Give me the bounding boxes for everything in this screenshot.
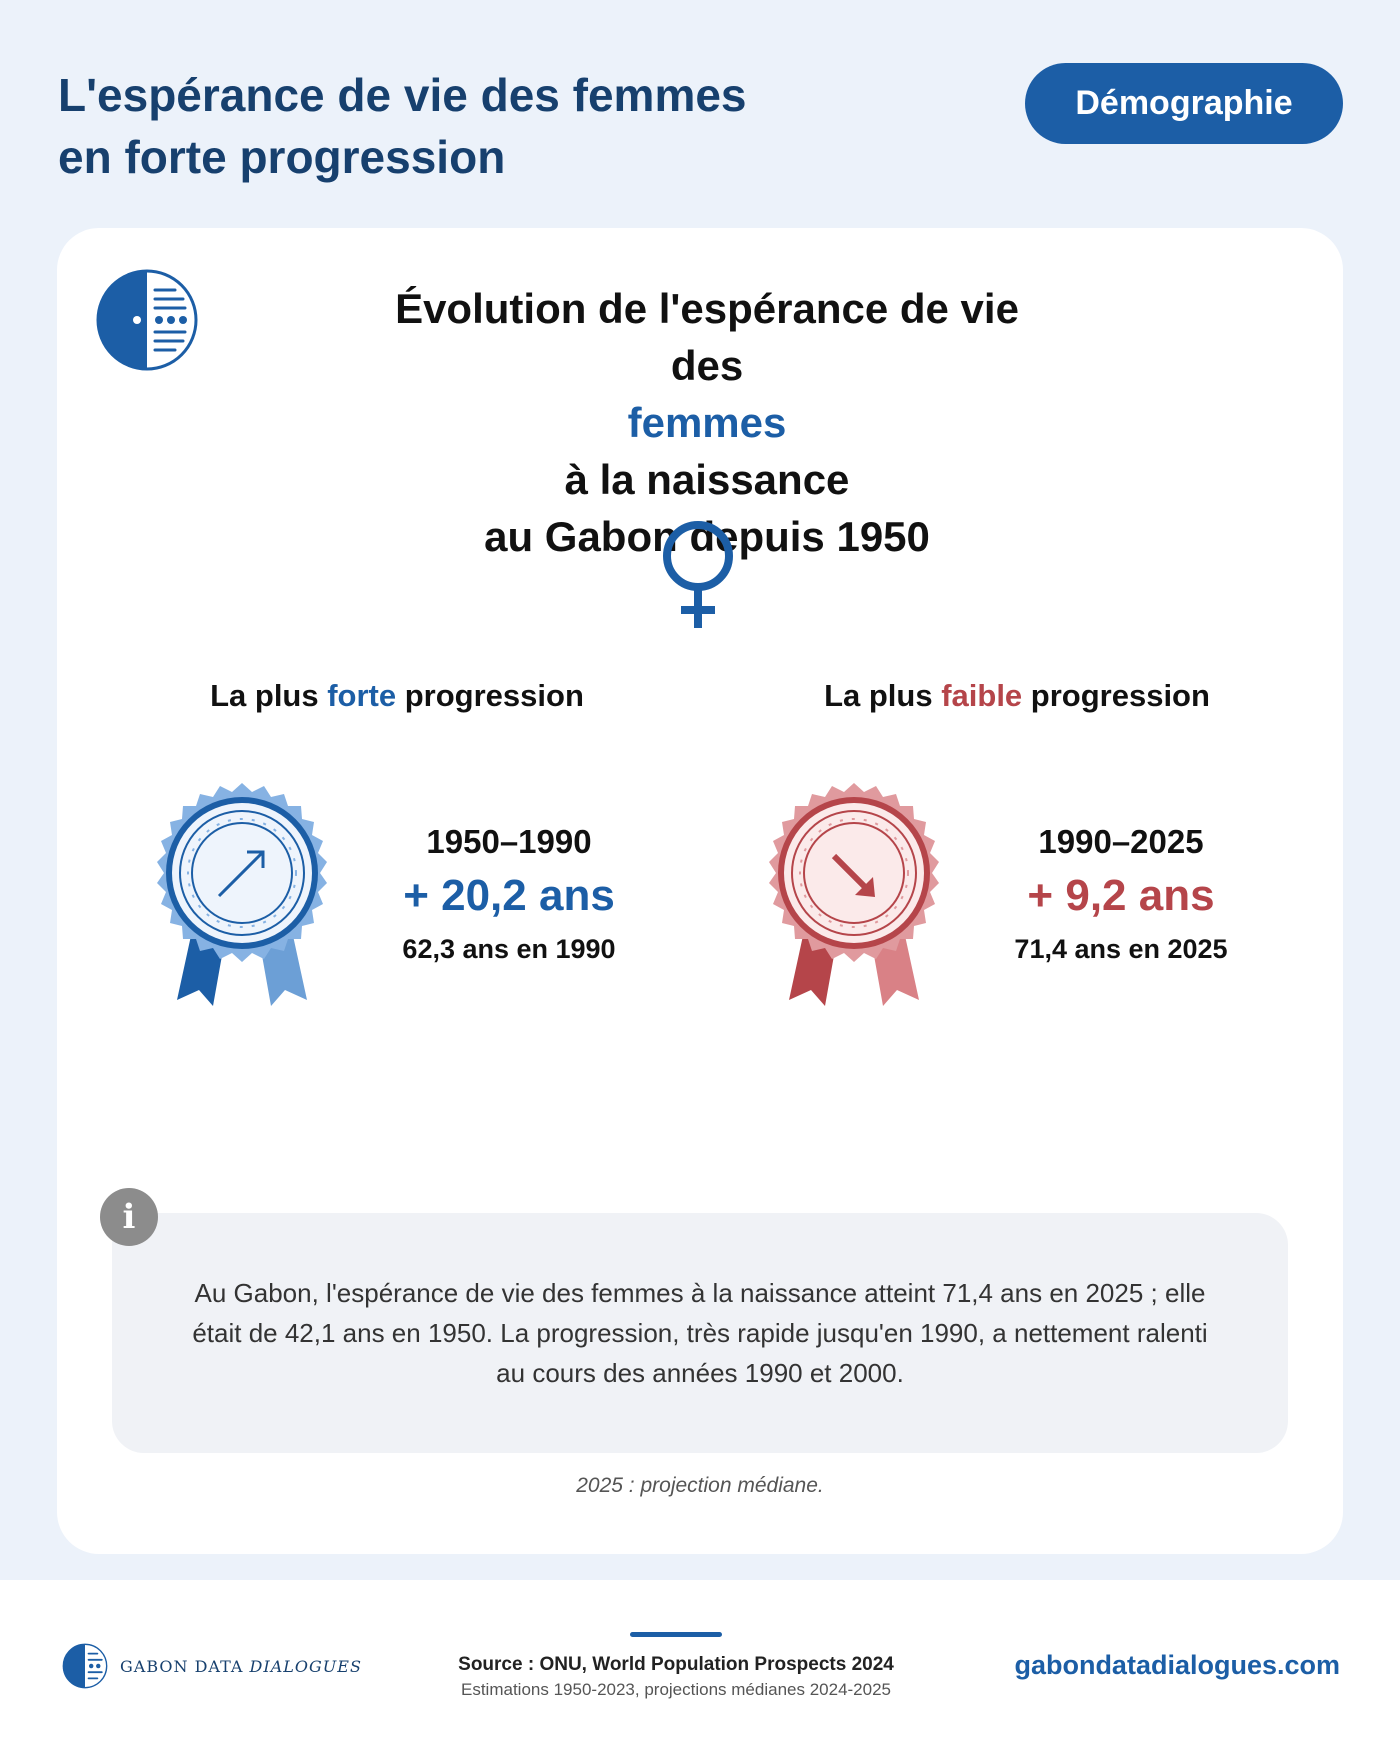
info-text: Au Gabon, l'espérance de vie des femmes … (192, 1278, 1208, 1388)
card-title-line-2: des femmes à la naissance (257, 337, 1157, 508)
footer-logo-icon (62, 1643, 108, 1689)
card-title: Évolution de l'espérance de vie des femm… (257, 280, 1157, 565)
weakest-progression-stats: 1990–2025 + 9,2 ans 71,4 ans en 2025 (971, 820, 1271, 968)
footer-website-link[interactable]: gabondatadialogues.com (1014, 1650, 1340, 1680)
content-card: Évolution de l'espérance de vie des femm… (57, 228, 1343, 1554)
venus-female-symbol-icon (663, 521, 733, 628)
red-medal-arrow-down-icon (769, 783, 939, 1006)
footer-estimates: Estimations 1950-2023, projections média… (461, 1680, 891, 1699)
footer-source: Source : ONU, World Population Prospects… (458, 1654, 894, 1675)
right-title-post: progression (1022, 678, 1210, 713)
left-title-pre: La plus (210, 678, 328, 713)
footnote: 2025 : projection médiane. (576, 1474, 824, 1497)
right-title-pre: La plus (824, 678, 942, 713)
left-title-post: progression (396, 678, 584, 713)
card-title-line-3: au Gabon depuis 1950 (484, 513, 930, 560)
footer: GABON DATA DIALOGUES Source : ONU, World… (0, 1580, 1400, 1750)
right-value: 71,4 ans en 2025 (1014, 934, 1228, 964)
info-icon: i (100, 1188, 158, 1246)
left-gain: + 20,2 ans (403, 871, 615, 920)
footer-divider (630, 1632, 722, 1637)
card-title-line-2-post: à la naissance (564, 456, 850, 503)
weakest-progression-title: La plus faible progression (777, 678, 1257, 714)
footer-brand-main: GABON DATA (120, 1657, 250, 1676)
info-box: Au Gabon, l'espérance de vie des femmes … (112, 1213, 1288, 1453)
card-title-highlight: femmes (627, 399, 787, 446)
left-title-highlight: forte (327, 678, 397, 713)
header: L'espérance de vie des femmes en forte p… (0, 0, 1400, 220)
gabon-data-dialogues-logo-icon (96, 269, 198, 371)
strongest-progression-title: La plus forte progression (167, 678, 627, 714)
footer-brand: GABON DATA DIALOGUES (120, 1657, 362, 1676)
page-title: L'espérance de vie des femmes en forte p… (58, 64, 858, 188)
right-period: 1990–2025 (1038, 823, 1204, 860)
right-gain: + 9,2 ans (1027, 871, 1215, 920)
footer-brand-italic: DIALOGUES (249, 1657, 362, 1676)
category-tag: Démographie (1025, 63, 1343, 144)
right-title-highlight: faible (941, 678, 1023, 713)
strongest-progression-stats: 1950–1990 + 20,2 ans 62,3 ans en 1990 (359, 820, 659, 968)
page-title-line-1: L'espérance de vie des femmes (58, 69, 747, 121)
left-period: 1950–1990 (426, 823, 592, 860)
card-title-line-1: Évolution de l'espérance de vie (395, 285, 1019, 332)
blue-medal-arrow-up-icon (157, 783, 327, 1006)
left-value: 62,3 ans en 1990 (402, 934, 616, 964)
card-title-line-2-pre: des (670, 342, 744, 389)
page-title-line-2: en forte progression (58, 131, 506, 183)
